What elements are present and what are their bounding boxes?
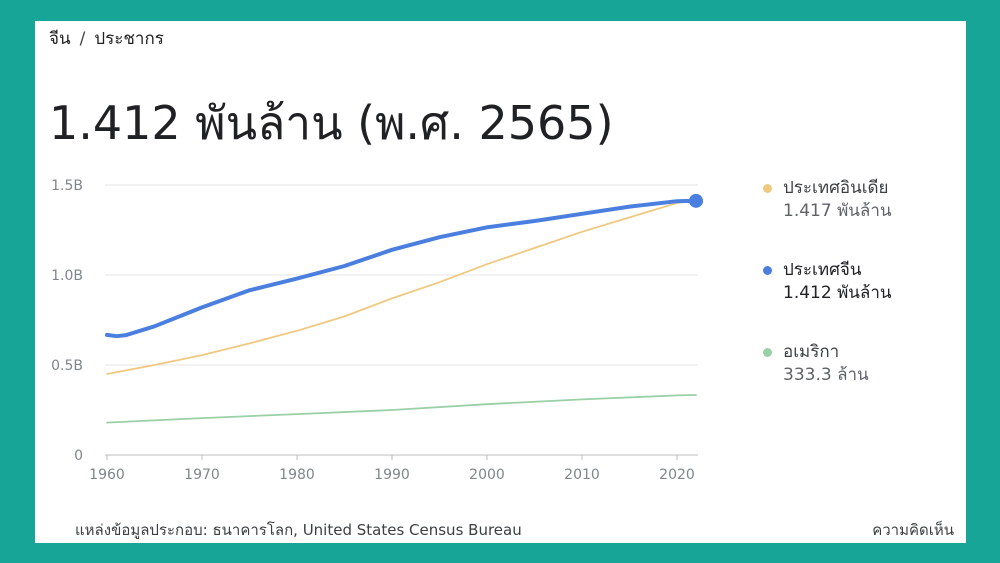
x-tick-label: 1990	[374, 467, 410, 483]
population-line-chart[interactable]: 0 0.5B 1.0B 1.5B 1960 1970 1980 1990 2000 2010 202…	[35, 21, 966, 501]
legend-series-name: อเมริกา	[783, 342, 840, 362]
breadcrumb-topic: ประชากร	[94, 29, 164, 49]
legend-series-value: 1.417 พันล้าน	[783, 201, 892, 221]
data-source-note: แหล่งข้อมูลประกอบ: ธนาคารโลก, United Sta…	[75, 521, 522, 539]
y-tick-label: 1.5B	[51, 178, 83, 194]
x-tick-label: 2010	[564, 467, 600, 483]
x-tick-label: 1970	[184, 467, 220, 483]
chart-legend: ประเทศอินเดีย 1.417 พันล้านประเทศจีน 1.412…	[763, 177, 963, 423]
series-line-usa[interactable]	[106, 394, 697, 424]
series-endpoint-china[interactable]	[689, 193, 703, 208]
y-tick-label: 0.5B	[51, 358, 83, 374]
legend-series-name: ประเทศอินเดีย	[783, 178, 889, 198]
legend-dot	[763, 184, 772, 193]
y-tick-label: 1.0B	[51, 268, 83, 284]
legend-item-china[interactable]: ประเทศจีน 1.412 พันล้าน	[763, 259, 963, 305]
series-line-china[interactable]	[105, 198, 698, 339]
legend-series-name: ประเทศจีน	[783, 260, 862, 280]
legend-item-usa[interactable]: อเมริกา 333.3 ล้าน	[763, 341, 963, 387]
legend-series-value: 1.412 พันล้าน	[783, 283, 892, 303]
legend-item-india[interactable]: ประเทศอินเดีย 1.417 พันล้าน	[763, 177, 963, 223]
series-line-india[interactable]	[106, 198, 697, 375]
x-tick-label: 1960	[89, 467, 125, 483]
breadcrumb: จีน / ประชากร	[49, 25, 164, 52]
population-headline: 1.412 พันล้าน (พ.ศ. 2565)	[49, 96, 614, 150]
x-tick-label: 2020	[659, 467, 695, 483]
breadcrumb-separator: /	[79, 29, 86, 49]
legend-dot	[763, 348, 772, 357]
legend-dot	[763, 266, 772, 275]
x-tick-label: 1980	[279, 467, 315, 483]
feedback-link[interactable]: ความคิดเห็น	[872, 521, 954, 539]
breadcrumb-country[interactable]: จีน	[49, 29, 71, 49]
legend-series-value: 333.3 ล้าน	[783, 365, 869, 385]
x-tick-label: 2000	[469, 467, 505, 483]
y-tick-label: 0	[74, 448, 83, 464]
